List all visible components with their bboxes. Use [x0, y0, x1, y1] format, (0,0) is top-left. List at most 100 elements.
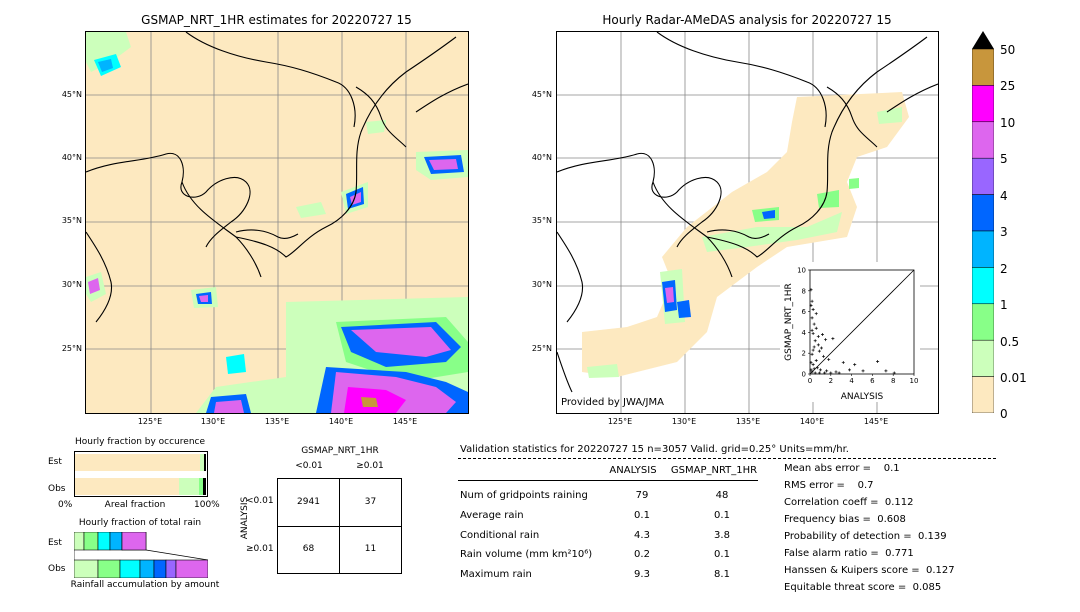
- scatter-point: [812, 367, 816, 371]
- colorbar-segment: [971, 194, 995, 232]
- score-line: Frequency bias = 0.608: [784, 514, 906, 525]
- colorbar-label: 50: [1000, 43, 1016, 57]
- occurrence-bar-obs-norain: [75, 478, 179, 495]
- contingency-cell: 37: [364, 497, 377, 507]
- right-lon-tick: 140°E: [799, 417, 825, 426]
- stats-row-gsmap: 48: [715, 490, 729, 501]
- scatter-point: [876, 360, 880, 364]
- scatter-point: [818, 368, 822, 372]
- colorbar-segment: [971, 303, 995, 341]
- stats-row-gsmap: 0.1: [714, 510, 730, 521]
- scatter-point: [809, 288, 813, 292]
- scatter-xlabel: ANALYSIS: [841, 392, 884, 402]
- stats-row-analysis: 0.1: [634, 510, 650, 521]
- scatter-point: [810, 370, 814, 374]
- scatter-point: [813, 371, 817, 375]
- colorbar-label: 0: [1000, 407, 1008, 421]
- occurrence-row-est: Est: [48, 457, 62, 467]
- scatter-point: [815, 366, 819, 370]
- contingency-cell: 68: [302, 544, 315, 554]
- scatter-point: [841, 361, 845, 365]
- contingency-cell: 11: [364, 544, 377, 554]
- stats-row-gsmap: 8.1: [714, 569, 730, 580]
- score-line: Correlation coeff = 0.112: [784, 497, 914, 508]
- left-lat-tick: 25°N: [61, 344, 82, 353]
- colorbar-segment: [971, 267, 995, 305]
- scatter-point: [810, 299, 814, 303]
- score-line: Hanssen & Kuipers score = 0.127: [784, 565, 955, 576]
- scatter-point: [811, 331, 815, 335]
- scatter-y-tick-label: 6: [802, 308, 807, 316]
- scatter-point: [817, 349, 821, 353]
- stats-row-analysis: 4.3: [634, 530, 650, 541]
- colorbar-label: 0.5: [1000, 335, 1020, 349]
- left-lon-tick: 135°E: [264, 417, 290, 426]
- left-map: [85, 31, 469, 414]
- occurrence-xlabel: Areal fraction: [104, 500, 166, 510]
- scatter-y-tick-label: 0: [802, 371, 806, 379]
- score-line: Equitable threat score = 0.085: [784, 582, 942, 593]
- right-lat-tick: 25°N: [531, 344, 552, 353]
- colorbar-graphic: [971, 31, 995, 414]
- scatter-point: [820, 332, 824, 336]
- scatter-point: [817, 371, 821, 375]
- right-lat-tick: 40°N: [531, 153, 552, 162]
- rain-fraction-bars: [73, 531, 209, 579]
- scatter-point: [814, 358, 818, 362]
- scatter-point: [824, 338, 828, 342]
- scatter-point: [819, 346, 823, 350]
- scatter-x-tick-label: 8: [891, 377, 895, 385]
- occurrence-bars: [74, 451, 208, 497]
- stats-header-rule: [458, 480, 758, 481]
- scatter-point: [837, 371, 841, 375]
- stats-divider: [458, 458, 996, 459]
- scatter-point: [810, 328, 814, 332]
- right-lon-tick: 145°E: [863, 417, 889, 426]
- scatter-x-tick-label: 0: [808, 377, 812, 385]
- left-lon-tick: 140°E: [328, 417, 354, 426]
- score-line: False alarm ratio = 0.771: [784, 548, 914, 559]
- scatter-x-tick-label: 6: [870, 377, 875, 385]
- occurrence-bar-obs-mid: [199, 478, 203, 495]
- scatter-point: [848, 368, 852, 372]
- contingency-row-header: <0.01: [246, 496, 274, 506]
- scatter-point: [809, 368, 813, 372]
- right-lon-tick: 135°E: [735, 417, 761, 426]
- stats-row-label: Average rain: [460, 510, 524, 521]
- scatter-point: [825, 369, 829, 373]
- left-map-title: GSMAP_NRT_1HR estimates for 20220727 15: [141, 13, 412, 27]
- contingency-title: GSMAP_NRT_1HR: [301, 446, 379, 456]
- contingency-cell: 2941: [297, 497, 320, 507]
- colorbar-label: 5: [1000, 152, 1008, 166]
- right-lon-tick: 130°E: [671, 417, 697, 426]
- left-lat-tick: 40°N: [61, 153, 82, 162]
- scatter-point: [811, 348, 815, 352]
- occurrence-tick-100: 100%: [194, 500, 220, 510]
- scatter-diagonal: [809, 269, 915, 375]
- rain-fraction-title: Hourly fraction of total rain: [78, 518, 202, 528]
- scatter-point: [809, 361, 813, 365]
- stats-row-label: Maximum rain: [460, 569, 532, 580]
- scatter-point: [823, 371, 827, 375]
- contingency-table: 2941 37 68 11: [277, 478, 402, 574]
- right-lat-tick: 35°N: [531, 216, 552, 225]
- scatter-inset: 0 2 4 6 8 10 0 2 4 6 8 10 ANALYSIS GSMAP_NRT_1HR: [780, 262, 920, 402]
- left-lon-tick: 145°E: [392, 417, 418, 426]
- colorbar-label: 10: [1000, 116, 1016, 130]
- scatter-point: [816, 343, 820, 347]
- scatter-point: [810, 352, 814, 356]
- colorbar-label: 4: [1000, 189, 1008, 203]
- scatter-x-tick-label: 10: [910, 377, 919, 385]
- colorbar-segment: [971, 230, 995, 268]
- colorbar-segment: [971, 376, 995, 414]
- occurrence-bar-obs-edge: [203, 478, 206, 495]
- rain-fraction-row-est: Est: [48, 538, 62, 548]
- stats-col-gsmap: GSMAP_NRT_1HR: [670, 465, 758, 476]
- scatter-point: [810, 316, 814, 320]
- scatter-point: [811, 308, 815, 312]
- score-line: Mean abs error = 0.1: [784, 463, 900, 474]
- scatter-ylabel: GSMAP_NRT_1HR: [784, 283, 794, 361]
- right-map-title: Hourly Radar-AMeDAS analysis for 2022072…: [602, 13, 892, 27]
- contingency-row-header: ≥0.01: [246, 544, 274, 554]
- score-line: RMS error = 0.7: [784, 480, 874, 491]
